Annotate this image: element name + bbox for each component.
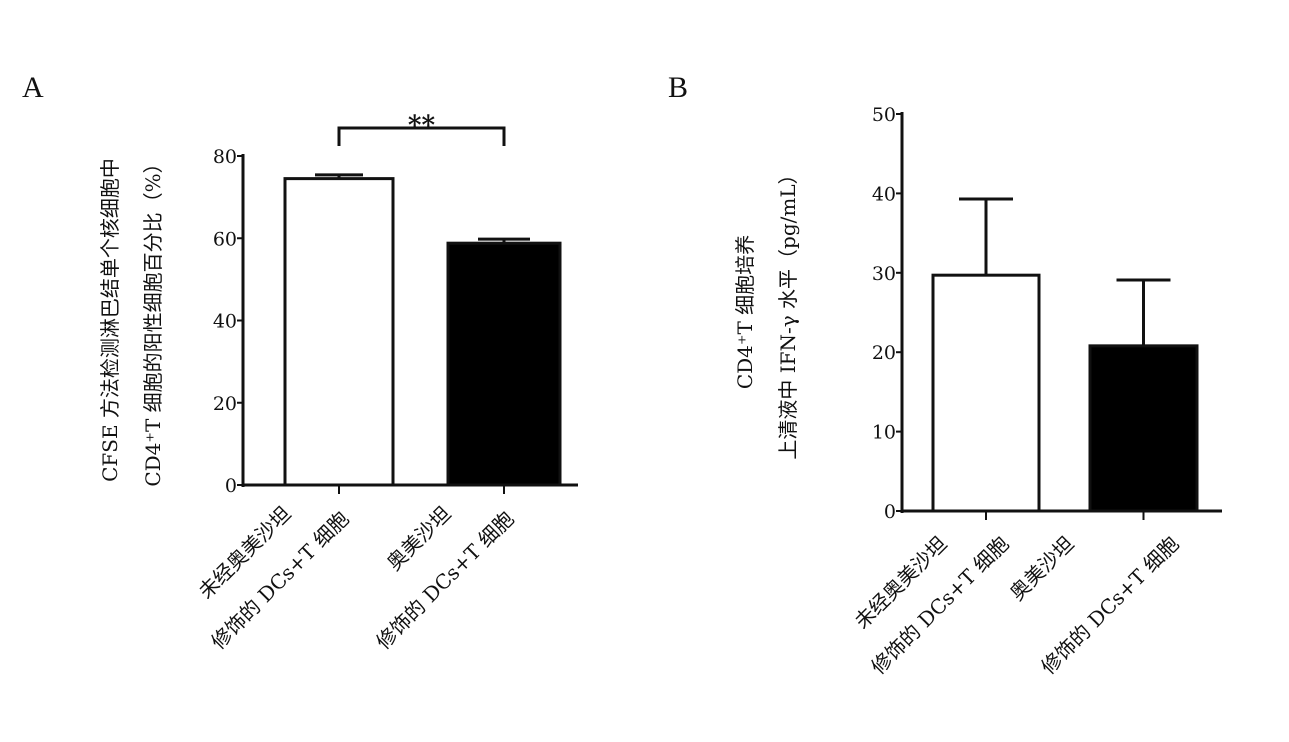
y-tick-label: 40: [213, 311, 237, 333]
bar-1: [283, 177, 395, 487]
y-tick-label: 50: [872, 104, 896, 126]
y-axis-label: CFSE 方法检测淋巴结单个核细胞中: [98, 158, 122, 482]
y-tick-label: 80: [213, 146, 237, 168]
bar-2: [1088, 344, 1199, 513]
significance-label: **: [408, 111, 436, 141]
y-tick-label: 40: [872, 183, 896, 205]
significance-bracket: [337, 126, 506, 146]
y-tick-label: 0: [884, 501, 896, 523]
y-tick-label: 0: [225, 475, 237, 497]
y-axis-label: CD4⁺T 细胞的阳性细胞百分比（%）: [141, 153, 165, 486]
bar-1: [931, 273, 1041, 513]
y-tick-label: 30: [872, 263, 896, 285]
x-category-label: 奥美沙坦: [1005, 532, 1079, 606]
y-tick-label: 10: [872, 422, 896, 444]
y-tick-label: 20: [213, 393, 237, 415]
y-axis-label: 上清液中 IFN-γ 水平（pg/mL）: [776, 164, 800, 459]
y-axis-label: CD4⁺T 细胞培养: [733, 235, 757, 389]
panel-label: B: [668, 71, 688, 104]
panel-label: A: [22, 71, 44, 104]
chart-panel-b: B CD4⁺T 细胞培养 上清液中 IFN-γ 水平（pg/mL） 0 10 20 30 40…: [668, 71, 1222, 679]
y-tick-label: 60: [213, 228, 237, 250]
y-tick-label: 20: [872, 342, 896, 364]
chart-panel-a: A CFSE 方法检测淋巴结单个核细胞中 CD4⁺T 细胞的阳性细胞百分比（%） 0 2…: [22, 71, 578, 654]
bar-2: [446, 241, 562, 487]
